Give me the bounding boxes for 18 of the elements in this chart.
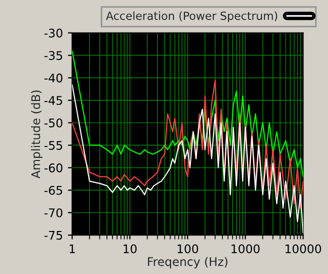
x-tick-label: 1000: [232, 244, 260, 254]
y-tick-label: -30: [44, 28, 62, 38]
y-tick-label: -55: [44, 141, 62, 150]
x-axis-title: Freqency (Hz): [148, 256, 228, 268]
y-tick-label: -75: [44, 230, 62, 240]
x-tick-label: 1: [70, 244, 75, 254]
x-tick-label: 10: [124, 244, 137, 254]
y-tick-label: -45: [44, 96, 62, 105]
y-tick-label: -35: [44, 51, 62, 60]
x-tick-label: 10000: [286, 244, 322, 254]
y-tick-label: -50: [44, 118, 62, 128]
y-tick-label: -60: [44, 163, 62, 172]
x-tick-label: 100: [178, 244, 198, 254]
legend-label: Acceleration (Power Spectrum): [106, 11, 278, 22]
y-tick-label: -70: [44, 208, 62, 218]
y-tick-label: -40: [44, 74, 62, 82]
y-tick-label: -65: [44, 186, 62, 195]
y-axis-title: Amplitude (dB): [31, 90, 42, 178]
